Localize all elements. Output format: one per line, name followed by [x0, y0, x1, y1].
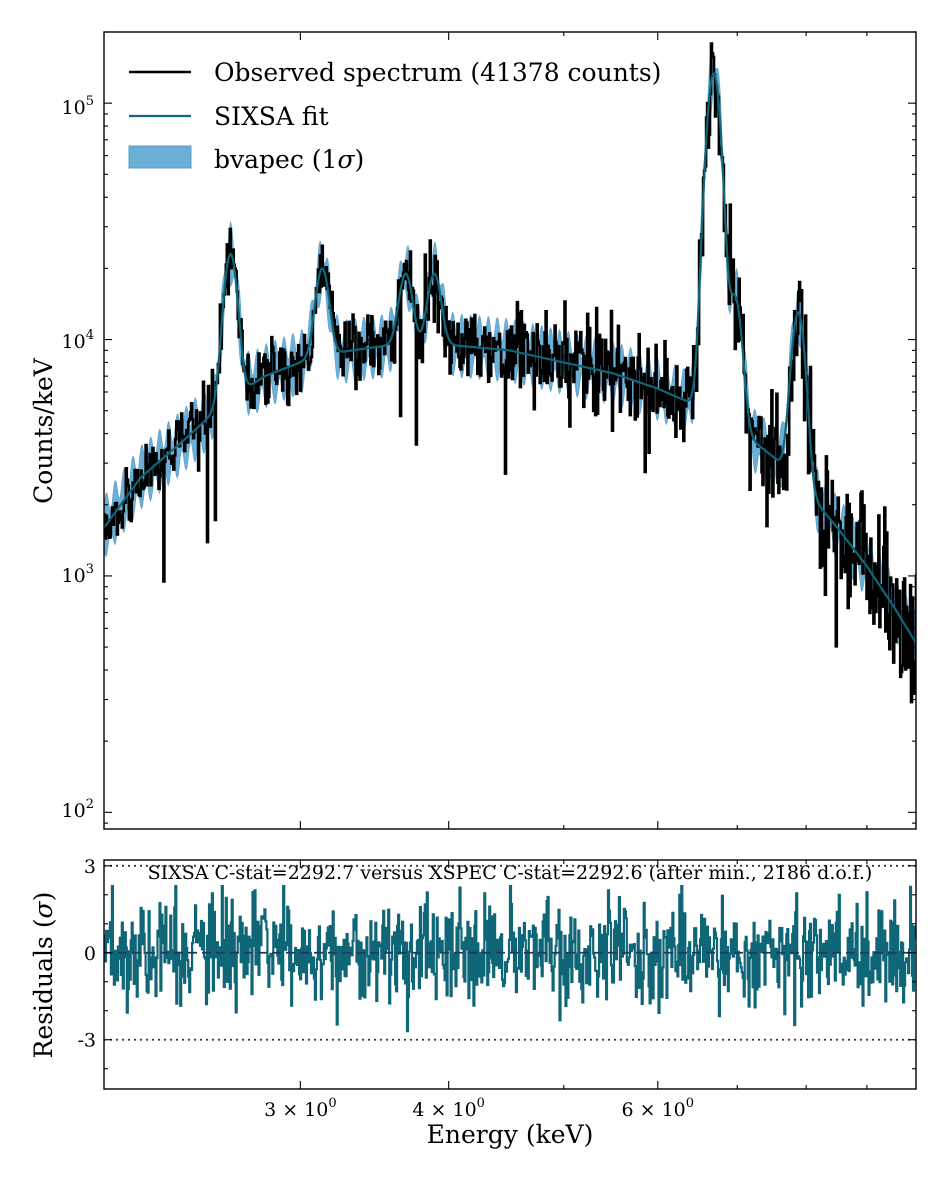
spectrum-frame	[103, 31, 917, 830]
ytick-label-1e3: 103	[62, 562, 94, 587]
ytick-label-1e4: 104	[62, 328, 94, 353]
legend-label-sixsa: SIXSA fit	[214, 102, 329, 131]
ytick-label-plus3: 3	[84, 856, 96, 878]
legend-label-bvapec: bvapec (1σ)	[214, 145, 364, 174]
residuals-line	[104, 885, 916, 1033]
ytick-label-1e5: 105	[62, 94, 94, 119]
ytick-label-1e2: 102	[62, 797, 94, 822]
residuals-title: SIXSA C-stat=2292.7 versus XSPEC C-stat=…	[148, 862, 873, 884]
legend-label-observed: Observed spectrum (41378 counts)	[214, 58, 661, 87]
legend: Observed spectrum (41378 counts) SIXSA f…	[128, 58, 661, 174]
observed-spectrum-line	[104, 42, 916, 704]
sixsa-fit-line	[104, 71, 916, 644]
ytick-label-minus3: -3	[77, 1030, 96, 1052]
legend-swatch-bvapec	[128, 145, 192, 169]
xtick-label-6: 6 × 100	[621, 1096, 694, 1121]
ytick-label-zero: 0	[84, 943, 96, 965]
xtick-label-3: 3 × 100	[264, 1096, 337, 1121]
spectrum-ylabel: Counts/keV	[29, 357, 58, 504]
xtick-label-4: 4 × 100	[412, 1096, 485, 1121]
residuals-ylabel: Residuals (σ)	[29, 892, 58, 1059]
spectrum-panel: 105 104 103 102 Counts/keV Observed spec…	[29, 31, 917, 830]
residuals-frame	[103, 859, 917, 1090]
residuals-panel: SIXSA C-stat=2292.7 versus XSPEC C-stat=…	[29, 856, 917, 1149]
energy-xlabel: Energy (keV)	[427, 1120, 594, 1149]
